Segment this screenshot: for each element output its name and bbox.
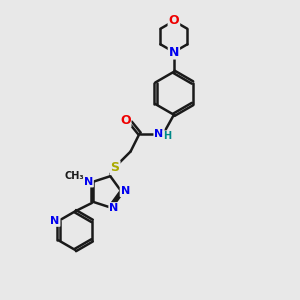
Text: N: N (169, 46, 179, 59)
Text: O: O (120, 114, 130, 127)
Text: S: S (111, 161, 120, 174)
Text: CH₃: CH₃ (64, 171, 84, 181)
Text: H: H (163, 131, 171, 141)
Text: N: N (50, 216, 60, 226)
Text: N: N (109, 203, 119, 213)
Text: N: N (121, 186, 130, 196)
Text: N: N (84, 177, 93, 187)
Text: O: O (169, 14, 179, 28)
Text: N: N (154, 129, 164, 139)
